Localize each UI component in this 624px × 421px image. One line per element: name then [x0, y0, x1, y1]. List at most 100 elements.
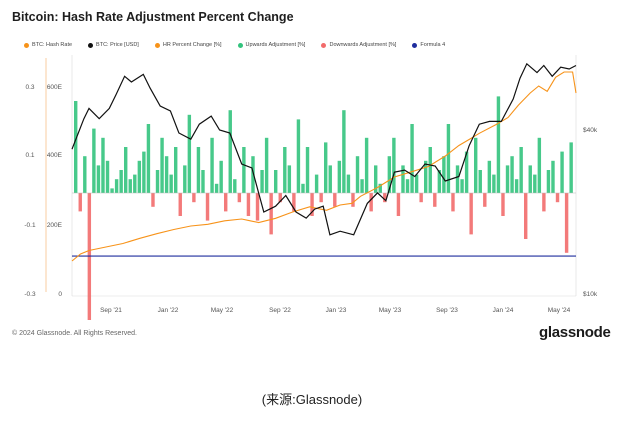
upward-adjustment-bar — [160, 137, 164, 193]
upward-adjustment-bar — [569, 142, 573, 193]
glassnode-logo: glassnode — [539, 324, 611, 341]
upward-adjustment-bar — [74, 101, 78, 193]
upward-adjustment-bar — [114, 179, 119, 193]
x-tick-label: Sep '23 — [436, 307, 458, 314]
legend-swatch — [24, 42, 29, 48]
legend-item-hr-percent-change[interactable]: HR Percent Change [%] — [154, 42, 222, 48]
downward-adjustment-bar — [469, 193, 473, 235]
downward-adjustment-bar — [255, 193, 260, 221]
upward-adjustment-bar — [505, 165, 510, 193]
upward-adjustment-bar — [378, 183, 382, 193]
upward-adjustment-bar — [487, 160, 492, 193]
downward-adjustment-bar — [78, 193, 82, 212]
upward-adjustment-bar — [478, 170, 482, 193]
legend-item-upwards-adjustment[interactable]: Upwards Adjustment [%] — [237, 42, 306, 48]
upward-adjustment-bar — [496, 96, 501, 193]
upward-adjustment-bar — [519, 147, 523, 193]
upward-adjustment-bar — [424, 160, 428, 193]
upward-adjustment-bar — [146, 124, 151, 193]
upward-adjustment-bar — [142, 151, 146, 193]
legend-label: BTC: Hash Rate — [32, 42, 73, 48]
y-tick-hash: 200E — [47, 222, 63, 229]
upward-adjustment-bar — [464, 151, 469, 193]
downward-adjustment-bar — [433, 193, 437, 207]
legend-swatch — [321, 42, 327, 48]
upward-adjustment-bar — [219, 160, 223, 193]
upward-adjustment-bar — [428, 147, 432, 193]
legend-label: Formula 4 — [420, 42, 446, 48]
upward-adjustment-bar — [560, 151, 564, 193]
downward-adjustment-bar — [419, 193, 423, 203]
x-tick-label: May '24 — [548, 307, 571, 314]
x-tick-label: Sep '21 — [100, 307, 122, 314]
upward-adjustment-bar — [260, 170, 264, 193]
upward-adjustment-bar — [92, 128, 96, 193]
x-tick-label: May '23 — [379, 307, 402, 314]
downward-adjustment-bar — [369, 193, 373, 212]
upward-adjustment-bar — [442, 156, 446, 193]
upward-adjustment-bar — [228, 110, 232, 193]
legend-swatch — [154, 42, 160, 48]
legend-swatch — [88, 42, 94, 48]
downward-adjustment-bar — [396, 193, 401, 216]
upward-adjustment-bar — [528, 165, 532, 193]
downward-adjustment-bar — [451, 193, 455, 212]
legend-item-downwards-adjustment[interactable]: Downwards Adjustment [%] — [321, 42, 396, 48]
downward-adjustment-bar — [237, 193, 242, 203]
upward-adjustment-bar — [187, 114, 192, 193]
hash-rate-chart: 0.3 0.1 -0.1 -0.3 600E 400E 200E 0 $40k $10k Sep '… — [24, 55, 598, 320]
source-caption: (来源:Glassnode) — [261, 392, 363, 407]
upward-adjustment-bar — [210, 137, 214, 193]
upward-adjustment-bar — [392, 137, 396, 193]
legend-label: HR Percent Change [%] — [162, 42, 222, 48]
upward-adjustment-bar — [96, 165, 101, 193]
upward-adjustment-bar — [155, 170, 160, 193]
upward-adjustment-bar — [401, 165, 405, 193]
upward-adjustment-bar — [251, 156, 255, 193]
upward-adjustment-bar — [174, 147, 178, 193]
legend-item-formula-4[interactable]: Formula 4 — [412, 42, 445, 48]
legend-item-btc-price-usd[interactable]: BTC: Price [USD] — [88, 42, 139, 48]
downward-adjustment-bar — [351, 193, 355, 207]
upward-adjustment-bar — [460, 179, 464, 193]
downward-adjustment-bar — [192, 193, 196, 203]
upward-adjustment-bar — [105, 160, 110, 193]
downward-adjustment-bar — [483, 193, 487, 207]
upward-adjustment-bar — [437, 170, 442, 193]
upward-adjustment-bar — [196, 147, 201, 193]
upward-adjustment-bar — [474, 137, 478, 193]
upward-adjustment-bar — [274, 170, 278, 193]
chart-title: Bitcoin: Hash Rate Adjustment Percent Ch… — [12, 10, 294, 24]
legend-label: Upwards Adjustment [%] — [245, 42, 306, 48]
upward-adjustment-bar — [328, 165, 332, 193]
upward-adjustment-bar — [101, 137, 105, 193]
upward-adjustment-bar — [264, 137, 269, 193]
upward-adjustment-bar — [124, 147, 128, 193]
y-tick-pct: 0.1 — [25, 152, 34, 159]
downward-adjustment-bar — [542, 193, 546, 212]
legend-item-btc-hash-rate[interactable]: BTC: Hash Rate — [24, 42, 72, 48]
downward-adjustment-bar — [246, 193, 251, 216]
upward-adjustment-bar — [183, 165, 187, 193]
x-tick-label: Sep '22 — [269, 307, 291, 314]
legend-swatch — [237, 42, 243, 48]
upward-adjustment-bar — [514, 179, 519, 193]
upward-adjustment-bar — [374, 165, 378, 193]
upward-adjustment-bar — [546, 170, 551, 193]
x-tick-label: Jan '22 — [158, 307, 179, 314]
downward-adjustment-bar — [151, 193, 155, 207]
y-tick-pct: -0.1 — [24, 222, 36, 229]
legend-swatch — [412, 42, 418, 48]
upward-adjustment-bar — [314, 174, 319, 193]
upward-adjustment-bar — [242, 147, 246, 193]
upward-adjustment-bar — [301, 183, 305, 193]
downward-adjustment-bar — [310, 193, 314, 216]
upward-adjustment-bar — [233, 179, 237, 193]
upward-adjustment-bar — [305, 147, 310, 193]
downward-adjustment-bar — [319, 193, 323, 203]
upward-adjustment-bar — [119, 170, 123, 193]
upward-adjustment-bar — [110, 188, 114, 193]
downward-adjustment-bar — [333, 193, 337, 207]
x-tick-label: May '22 — [211, 307, 234, 314]
legend-label: Downwards Adjustment [%] — [329, 42, 397, 48]
